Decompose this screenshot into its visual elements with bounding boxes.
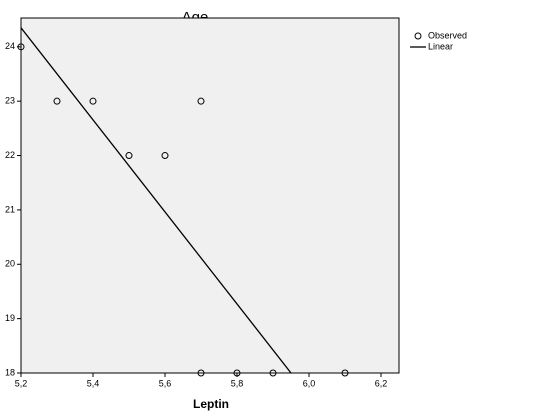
y-tick-label: 19: [5, 313, 15, 323]
x-tick-label: 5,8: [231, 378, 244, 388]
point: [125, 152, 133, 160]
y-tick-label: 24: [5, 41, 15, 51]
point: [269, 369, 277, 377]
legend-label: Observed: [428, 30, 467, 40]
legend-label: Linear: [428, 41, 453, 51]
point: [89, 97, 97, 105]
x-tick-label: 6,0: [303, 378, 316, 388]
point: [341, 369, 349, 377]
point: [197, 369, 205, 377]
point: [233, 369, 241, 377]
x-tick-label: 5,2: [15, 378, 28, 388]
point: [17, 43, 25, 51]
y-tick-label: 21: [5, 204, 15, 214]
y-tick-label: 20: [5, 259, 15, 269]
point: [161, 152, 169, 160]
x-tick-label: 5,4: [87, 378, 100, 388]
point: [53, 97, 61, 105]
point: [197, 97, 205, 105]
legend-marker: [414, 32, 422, 40]
x-tick-label: 6,2: [375, 378, 388, 388]
x-tick-label: 5,6: [159, 378, 172, 388]
fit-line: [21, 27, 292, 373]
x-axis-label: Leptin: [193, 397, 229, 411]
y-tick-label: 18: [5, 367, 15, 377]
y-tick-label: 22: [5, 150, 15, 160]
plot-area: [20, 17, 400, 374]
y-tick-label: 23: [5, 96, 15, 106]
